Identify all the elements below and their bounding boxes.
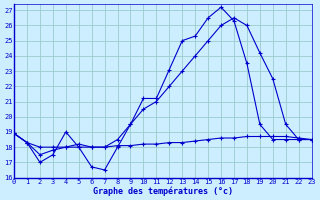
X-axis label: Graphe des températures (°c): Graphe des températures (°c) <box>93 186 233 196</box>
